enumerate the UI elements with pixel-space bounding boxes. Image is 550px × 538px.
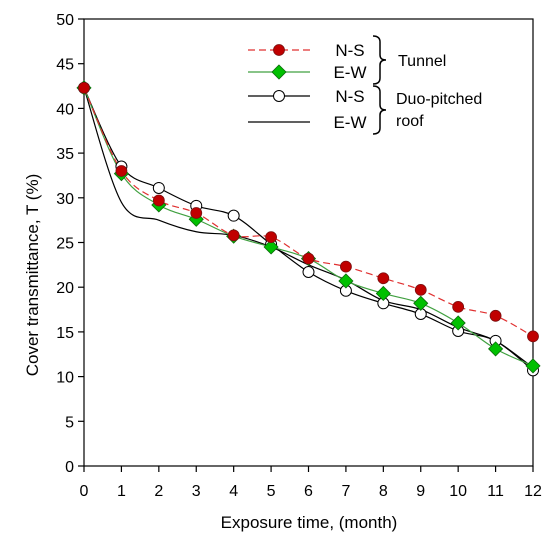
legend-brace: [372, 85, 387, 135]
legend-entry-label: E-W: [333, 63, 366, 82]
data-point: [227, 229, 240, 242]
x-tick-label: 5: [267, 483, 276, 500]
plot-border: [83, 18, 534, 467]
series-tunnel-e-w: [83, 87, 534, 367]
y-tick-label: 35: [56, 146, 74, 163]
series-line: [83, 87, 534, 369]
y-tick-label: 45: [56, 57, 74, 74]
plot-frame: [83, 18, 534, 467]
data-point: [450, 315, 466, 331]
y-tick-label: 50: [56, 12, 74, 29]
legend-entry-label: N-S: [335, 41, 364, 60]
data-point: [265, 231, 277, 244]
y-tick-label: 15: [56, 325, 74, 342]
data-point: [377, 272, 390, 285]
data-point: [452, 300, 465, 313]
x-tick-label: 6: [304, 483, 313, 500]
y-tick-label: 5: [65, 414, 74, 431]
x-axis-label: Exposure time, (month): [221, 513, 398, 532]
data-point: [375, 285, 391, 302]
data-point: [489, 309, 502, 322]
data-point: [525, 358, 541, 374]
data-point: [488, 341, 504, 357]
data-point: [413, 295, 429, 311]
data-point: [78, 81, 90, 94]
data-point: [414, 283, 427, 296]
y-axis-label: Cover transmittance, T (%): [23, 174, 42, 377]
legend-marker: [273, 44, 285, 56]
data-point: [302, 266, 315, 279]
legend: N-S E-W N-S E-W Tunnel Duo-pitched roof: [248, 35, 482, 135]
x-tick-label: 11: [487, 483, 504, 500]
x-tick-label: 4: [229, 483, 238, 500]
y-tick-label: 40: [56, 101, 74, 118]
legend-brace: [372, 35, 387, 85]
series-tunnel-n-s: [83, 87, 534, 337]
legend-entry-label: N-S: [335, 87, 364, 106]
series-markers: [78, 81, 539, 343]
x-tick-label: 7: [341, 483, 350, 500]
legend-group-label: Duo-pitched: [396, 91, 482, 108]
y-tick-label: 0: [65, 459, 74, 476]
x-axis: 0 1 2 3 4 5 6 7 8 9 10 11 12: [80, 466, 542, 500]
x-tick-label: 2: [154, 483, 163, 500]
x-tick-label: 9: [416, 483, 425, 500]
y-tick-label: 30: [56, 191, 74, 208]
x-tick-label: 1: [117, 483, 126, 500]
x-tick-label: 8: [379, 483, 388, 500]
data-point: [527, 330, 539, 343]
series-line: [83, 87, 534, 337]
series-layer: [76, 80, 541, 377]
data-point: [338, 273, 354, 289]
data-point: [302, 252, 315, 265]
y-axis: 0 5 10 15 20 25 30 35 40 45 50: [56, 12, 84, 476]
series-duo-pitched-roof-e-w: [83, 87, 534, 369]
data-point: [115, 165, 128, 177]
data-point: [340, 260, 352, 273]
data-point: [263, 239, 279, 255]
data-point: [227, 209, 240, 222]
legend-marker: [271, 64, 287, 80]
x-tick-label: 0: [80, 483, 89, 500]
y-tick-label: 25: [56, 236, 74, 253]
series-line: [83, 87, 534, 367]
legend-group-label: Tunnel: [398, 53, 446, 70]
legend-marker: [273, 90, 285, 102]
x-tick-label: 3: [192, 483, 201, 500]
data-point: [152, 194, 165, 207]
series-markers: [76, 80, 541, 374]
legend-entry-label: E-W: [333, 113, 366, 132]
x-tick-label: 10: [449, 483, 467, 500]
x-tick-label: 12: [524, 483, 542, 500]
legend-group-label: roof: [396, 113, 424, 130]
data-point: [190, 207, 203, 219]
data-point: [152, 181, 165, 194]
y-tick-label: 10: [56, 370, 74, 387]
y-tick-label: 20: [56, 280, 74, 297]
